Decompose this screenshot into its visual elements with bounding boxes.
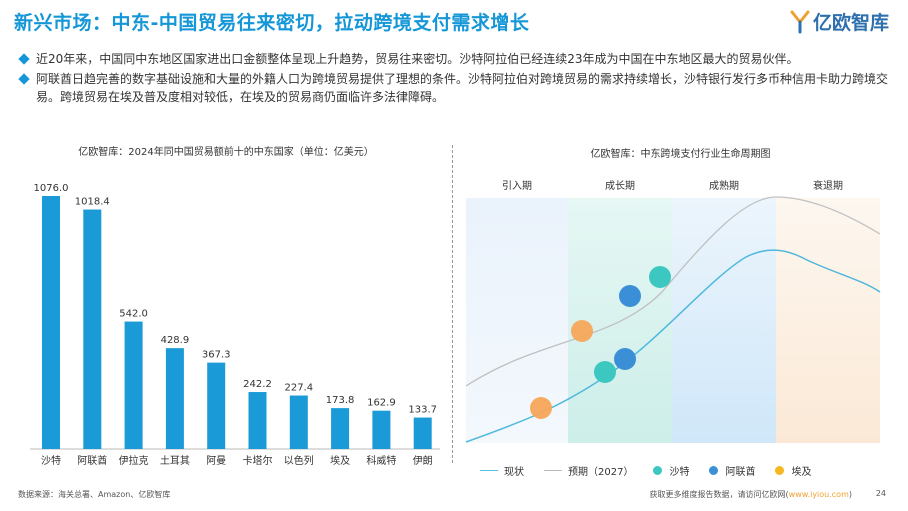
category-tick-label: 以色列	[284, 454, 314, 467]
legend-label-expected: 预期（2027）	[568, 467, 634, 478]
bar-埃及	[331, 408, 350, 449]
bullet-item: 近20年来，中国同中东地区国家进出口金额整体呈现上升趋势，贸易往来密切。沙特阿拉…	[18, 50, 890, 68]
footer-url-link[interactable]: www.iyiou.com	[788, 490, 849, 499]
uae-marker-expected	[619, 285, 641, 307]
category-tick-label: 沙特	[41, 455, 61, 467]
diamond-bullet-icon	[18, 73, 30, 85]
logo: 亿欧智库	[790, 8, 889, 35]
legend-item-current: 现状	[480, 463, 524, 478]
legend-label-current: 现状	[504, 467, 524, 478]
stage-label-intro: 引入期	[502, 180, 532, 192]
lifecycle-legend: 现状 预期（2027） 沙特 阿联酋 埃及	[480, 463, 831, 478]
legend-dot-uae	[709, 466, 719, 475]
footer-note-end: )	[848, 490, 852, 499]
legend-item-saudi: 沙特	[653, 463, 689, 478]
lifecycle-chart-title: 亿欧智库：中东跨境支付行业生命周期图	[590, 149, 771, 160]
bar-value-label: 367.3	[202, 350, 231, 361]
bar-阿联酋	[83, 209, 102, 449]
stage-bg-growth	[568, 198, 672, 443]
bar-伊拉克	[124, 321, 143, 449]
stage-bg-mature	[672, 198, 776, 443]
legend-dot-egypt	[775, 466, 785, 475]
legend-item-egypt: 埃及	[775, 463, 811, 478]
bar-伊朗	[413, 417, 432, 449]
bar-卡塔尔	[248, 392, 267, 449]
chart-divider	[452, 145, 453, 463]
diamond-bullet-icon	[18, 53, 30, 65]
bar-value-label: 133.7	[408, 405, 437, 416]
bar-土耳其	[165, 348, 184, 449]
page-number: 24	[875, 489, 886, 498]
bar-以色列	[289, 395, 308, 449]
bullet-list: 近20年来，中国同中东地区国家进出口金额整体呈现上升趋势，贸易往来密切。沙特阿拉…	[18, 50, 890, 108]
category-tick-label: 伊拉克	[119, 454, 149, 467]
legend-label-saudi: 沙特	[669, 467, 690, 478]
egypt-marker-expected	[571, 320, 593, 342]
legend-label-uae: 阿联酋	[725, 467, 756, 478]
logo-text: 亿欧智库	[813, 12, 890, 34]
bar-阿曼	[207, 362, 226, 449]
category-tick-label: 科威特	[366, 454, 396, 467]
bullet-text: 近20年来，中国同中东地区国家进出口金额整体呈现上升趋势，贸易往来密切。沙特阿拉…	[36, 52, 799, 66]
category-tick-label: 卡塔尔	[243, 454, 273, 467]
egypt-marker-current	[530, 397, 552, 419]
bar-chart-title: 亿欧智库：2024年同中国贸易额前十的中东国家（单位：亿美元）	[78, 147, 374, 158]
footer-note-text: 获取更多维度报告数据，请访问亿欧网(	[649, 490, 789, 499]
stage-label-decline: 衰退期	[813, 179, 843, 192]
logo-icon	[790, 10, 810, 33]
uae-marker-current	[614, 348, 636, 370]
legend-item-expected: 预期（2027）	[544, 463, 633, 478]
category-tick-label: 阿曼	[206, 455, 226, 467]
bar-value-label: 428.9	[161, 335, 190, 346]
bar-value-label: 162.9	[367, 398, 396, 409]
stage-bg-decline	[776, 198, 880, 443]
legend-dot-saudi	[653, 466, 663, 475]
saudi-marker-current	[594, 361, 616, 383]
footer-note: 获取更多维度报告数据，请访问亿欧网(www.iyiou.com)	[650, 489, 852, 500]
bar-沙特	[42, 196, 60, 449]
lifecycle-chart: 引入期 成长期 成熟期 衰退期	[465, 179, 881, 443]
stage-bg-intro	[466, 198, 568, 443]
bar-value-label: 1018.4	[75, 197, 110, 208]
legend-item-uae: 阿联酋	[709, 463, 755, 478]
data-source: 数据来源：海关总署、Amazon、亿欧智库	[18, 490, 171, 499]
category-tick-label: 伊朗	[413, 455, 433, 467]
saudi-marker-expected	[649, 266, 671, 288]
stage-label-growth: 成长期	[605, 180, 635, 192]
bullet-text: 阿联酋日趋完善的数字基础设施和大量的外籍人口为跨境贸易提供了理想的条件。沙特阿拉…	[36, 72, 889, 104]
bullet-item: 阿联酋日趋完善的数字基础设施和大量的外籍人口为跨境贸易提供了理想的条件。沙特阿拉…	[18, 70, 890, 106]
bar-chart: 1076.0 沙特 1018.4 阿联酋 542.0 伊拉克 428.9 土耳其 367.3 阿曼…	[30, 183, 440, 467]
legend-line-expected	[544, 470, 562, 471]
legend-line-current	[480, 470, 498, 471]
category-tick-label: 土耳其	[160, 454, 190, 467]
bar-value-label: 227.4	[284, 383, 313, 394]
bar-科威特	[372, 410, 391, 449]
expected-curve	[465, 196, 881, 387]
bar-value-label: 542.0	[119, 309, 148, 320]
bar-value-label: 242.2	[243, 379, 272, 390]
page-title: 新兴市场：中东-中国贸易往来密切，拉动跨境支付需求增长	[14, 12, 530, 34]
bar-value-label: 1076.0	[34, 183, 69, 194]
category-tick-label: 阿联酋	[77, 454, 107, 467]
current-curve	[465, 249, 881, 443]
bar-value-label: 173.8	[326, 395, 355, 406]
stage-label-mature: 成熟期	[709, 179, 739, 192]
category-tick-label: 埃及	[330, 454, 350, 467]
legend-label-egypt: 埃及	[791, 467, 812, 478]
